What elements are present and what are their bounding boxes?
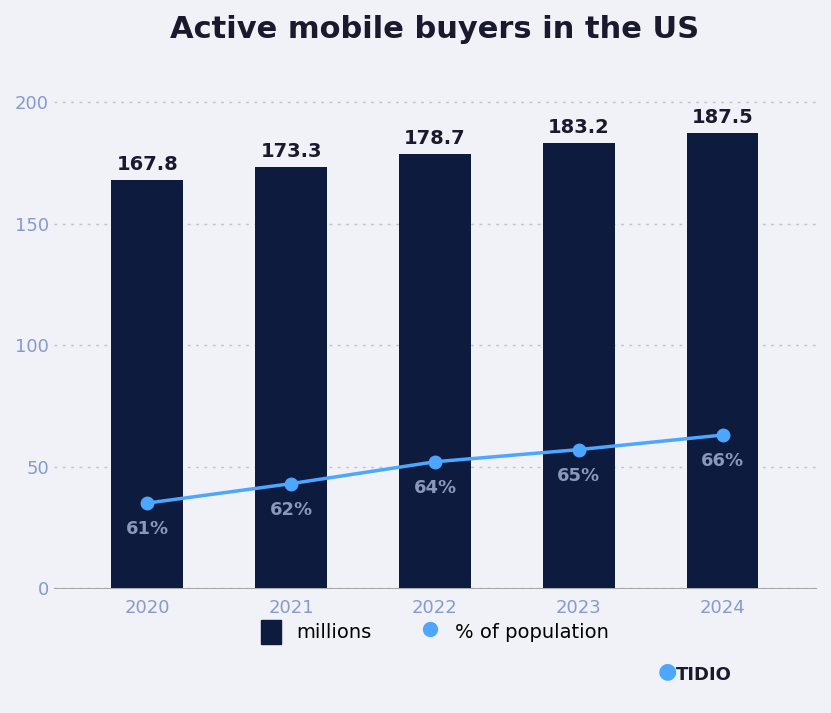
Bar bbox=[399, 154, 471, 588]
Text: 64%: 64% bbox=[414, 478, 456, 497]
Bar bbox=[543, 143, 615, 588]
Title: Active mobile buyers in the US: Active mobile buyers in the US bbox=[170, 15, 700, 44]
Bar bbox=[111, 180, 184, 588]
Text: 178.7: 178.7 bbox=[404, 129, 466, 148]
Legend: millions, % of population: millions, % of population bbox=[253, 612, 617, 652]
Text: 187.5: 187.5 bbox=[691, 108, 754, 126]
Bar bbox=[686, 133, 759, 588]
Text: 173.3: 173.3 bbox=[260, 142, 322, 161]
Text: 65%: 65% bbox=[558, 466, 600, 485]
Text: 61%: 61% bbox=[125, 520, 169, 538]
Text: 183.2: 183.2 bbox=[548, 118, 610, 137]
Text: 167.8: 167.8 bbox=[116, 155, 179, 175]
Text: ●: ● bbox=[658, 661, 677, 681]
Text: TIDIO: TIDIO bbox=[676, 667, 731, 684]
Bar bbox=[255, 167, 327, 588]
Text: 62%: 62% bbox=[269, 501, 312, 518]
Text: 66%: 66% bbox=[701, 452, 744, 470]
